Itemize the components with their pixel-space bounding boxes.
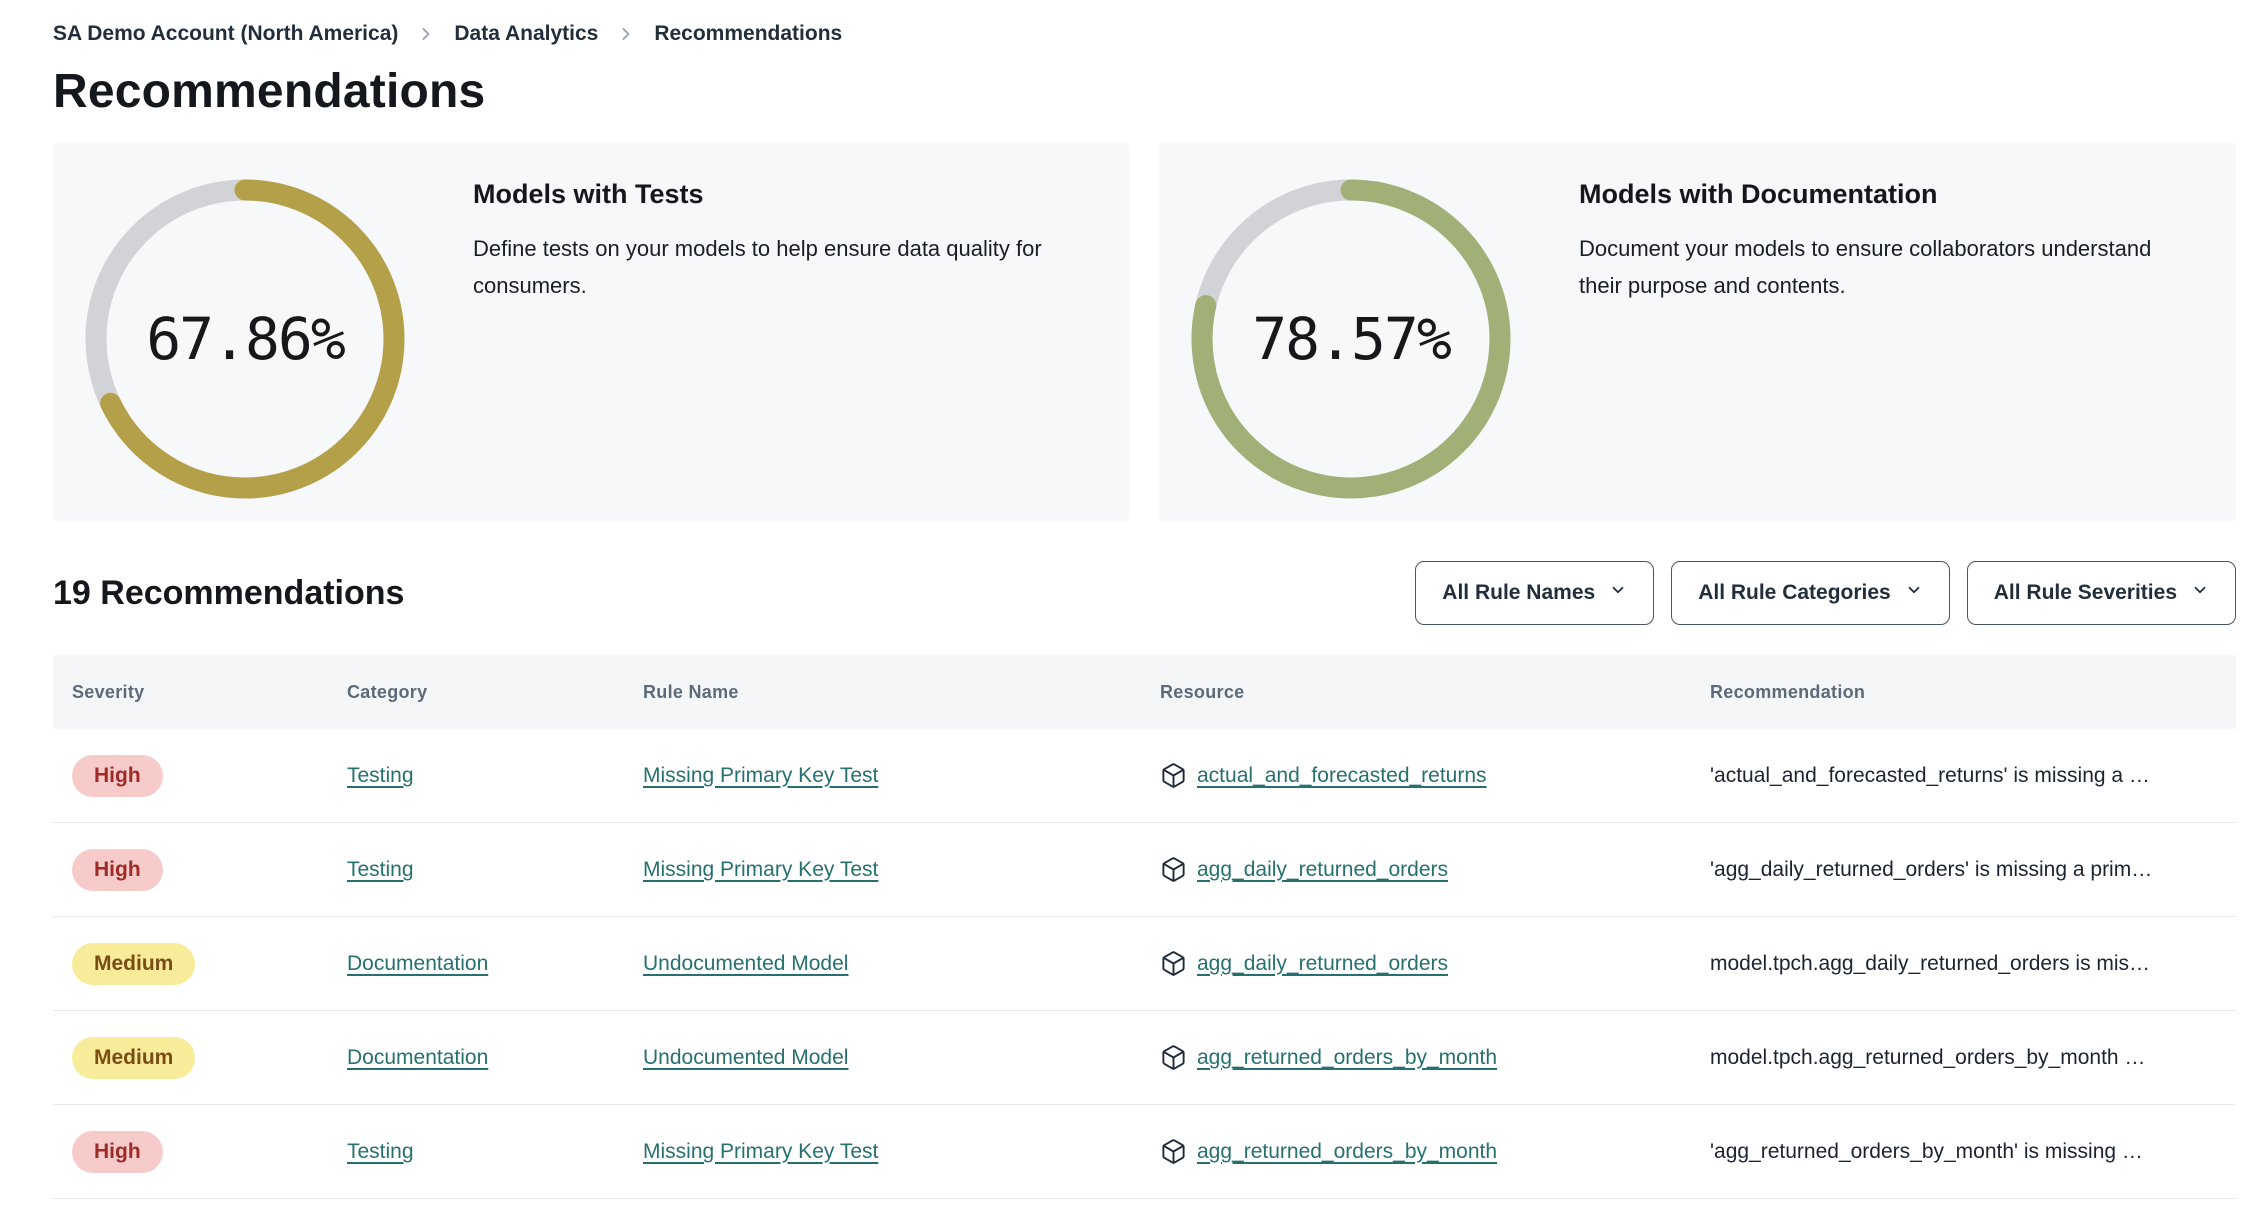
category-link[interactable]: Testing	[347, 857, 414, 881]
chevron-down-icon	[1609, 581, 1627, 605]
recommendation-text: 'actual_and_forecasted_returns' is missi…	[1710, 763, 2150, 787]
model-cube-icon	[1160, 1044, 1187, 1071]
chevron-right-icon	[416, 24, 436, 44]
rule-severities-filter-dropdown[interactable]: All Rule Severities	[1966, 561, 2236, 625]
column-header-severity: Severity	[72, 681, 145, 702]
chevron-down-icon	[1905, 581, 1923, 605]
chevron-down-icon	[2191, 581, 2209, 605]
chevron-right-icon	[616, 24, 636, 44]
breadcrumb-account-link[interactable]: SA Demo Account (North America)	[53, 22, 399, 45]
rule-severities-filter-label: All Rule Severities	[1993, 581, 2177, 604]
models-with-tests-card: 67.86% Models with Tests Define tests on…	[53, 143, 1130, 521]
page-title: Recommendations	[53, 65, 486, 118]
model-cube-icon	[1160, 1138, 1187, 1165]
rule-categories-filter-label: All Rule Categories	[1698, 581, 1891, 604]
recommendation-text: 'agg_daily_returned_orders' is missing a…	[1710, 857, 2153, 881]
model-cube-icon	[1160, 762, 1187, 789]
recommendations-table: Severity Category Rule Name Resource Rec…	[53, 655, 2236, 1199]
rule-name-link[interactable]: Undocumented Model	[643, 1045, 849, 1069]
recommendation-text: model.tpch.agg_returned_orders_by_month …	[1710, 1045, 2146, 1069]
documentation-card-description: Document your models to ensure collabora…	[1579, 236, 2152, 298]
category-link[interactable]: Testing	[347, 1139, 414, 1163]
rule-names-filter-label: All Rule Names	[1442, 581, 1596, 604]
model-cube-icon	[1160, 856, 1187, 883]
rule-name-link[interactable]: Missing Primary Key Test	[643, 1139, 879, 1163]
severity-badge: High	[72, 848, 163, 891]
column-header-category: Category	[347, 681, 428, 702]
rule-name-link[interactable]: Missing Primary Key Test	[643, 763, 879, 787]
rule-name-link[interactable]: Missing Primary Key Test	[643, 857, 879, 881]
list-header: 19 Recommendations All Rule Names All Ru…	[53, 561, 2236, 625]
column-header-recommendation: Recommendation	[1710, 681, 1866, 702]
filter-bar: All Rule Names All Rule Categories All R…	[1415, 561, 2236, 625]
resource-link[interactable]: agg_daily_returned_orders	[1197, 857, 1449, 881]
table-row: High Testing Missing Primary Key Test ac…	[53, 729, 2236, 823]
table-row: High Testing Missing Primary Key Test ag…	[53, 1105, 2236, 1199]
table-row: High Testing Missing Primary Key Test ag…	[53, 823, 2236, 917]
documentation-donut-chart: 78.57%	[1191, 179, 1511, 499]
breadcrumb-project-link[interactable]: Data Analytics	[454, 22, 599, 45]
recommendation-text: model.tpch.agg_daily_returned_orders is …	[1710, 951, 2151, 975]
metric-cards: 67.86% Models with Tests Define tests on…	[53, 143, 2236, 521]
breadcrumb-current: Recommendations	[654, 22, 843, 45]
category-link[interactable]: Documentation	[347, 1045, 489, 1069]
resource-link[interactable]: agg_returned_orders_by_month	[1197, 1045, 1498, 1069]
severity-badge: Medium	[72, 942, 196, 985]
resource-link[interactable]: actual_and_forecasted_returns	[1197, 763, 1487, 787]
resource-link[interactable]: agg_returned_orders_by_month	[1197, 1139, 1498, 1163]
documentation-percent-value: 78.57%	[1252, 305, 1452, 373]
recommendations-count: 19 Recommendations	[53, 573, 405, 612]
column-header-resource: Resource	[1160, 681, 1245, 702]
resource-link[interactable]: agg_daily_returned_orders	[1197, 951, 1449, 975]
severity-badge: Medium	[72, 1036, 196, 1079]
rule-categories-filter-dropdown[interactable]: All Rule Categories	[1671, 561, 1950, 625]
breadcrumb: SA Demo Account (North America) Data Ana…	[53, 0, 2236, 46]
rule-name-link[interactable]: Undocumented Model	[643, 951, 849, 975]
severity-badge: High	[72, 1130, 163, 1173]
tests-percent-value: 67.86%	[146, 305, 346, 373]
tests-card-description: Define tests on your models to help ensu…	[473, 236, 1042, 298]
model-cube-icon	[1160, 950, 1187, 977]
column-header-rule-name: Rule Name	[643, 681, 739, 702]
documentation-card-title: Models with Documentation	[1579, 179, 1938, 209]
category-link[interactable]: Documentation	[347, 951, 489, 975]
table-body: High Testing Missing Primary Key Test ac…	[53, 729, 2236, 1199]
category-link[interactable]: Testing	[347, 763, 414, 787]
rule-names-filter-dropdown[interactable]: All Rule Names	[1415, 561, 1655, 625]
models-with-documentation-card: 78.57% Models with Documentation Documen…	[1159, 143, 2236, 521]
table-row: Medium Documentation Undocumented Model …	[53, 1011, 2236, 1105]
table-row: Medium Documentation Undocumented Model …	[53, 917, 2236, 1011]
severity-badge: High	[72, 754, 163, 797]
tests-donut-chart: 67.86%	[85, 179, 405, 499]
recommendation-text: 'agg_returned_orders_by_month' is missin…	[1710, 1139, 2143, 1163]
tests-card-title: Models with Tests	[473, 179, 704, 209]
table-header-row: Severity Category Rule Name Resource Rec…	[53, 655, 2236, 729]
